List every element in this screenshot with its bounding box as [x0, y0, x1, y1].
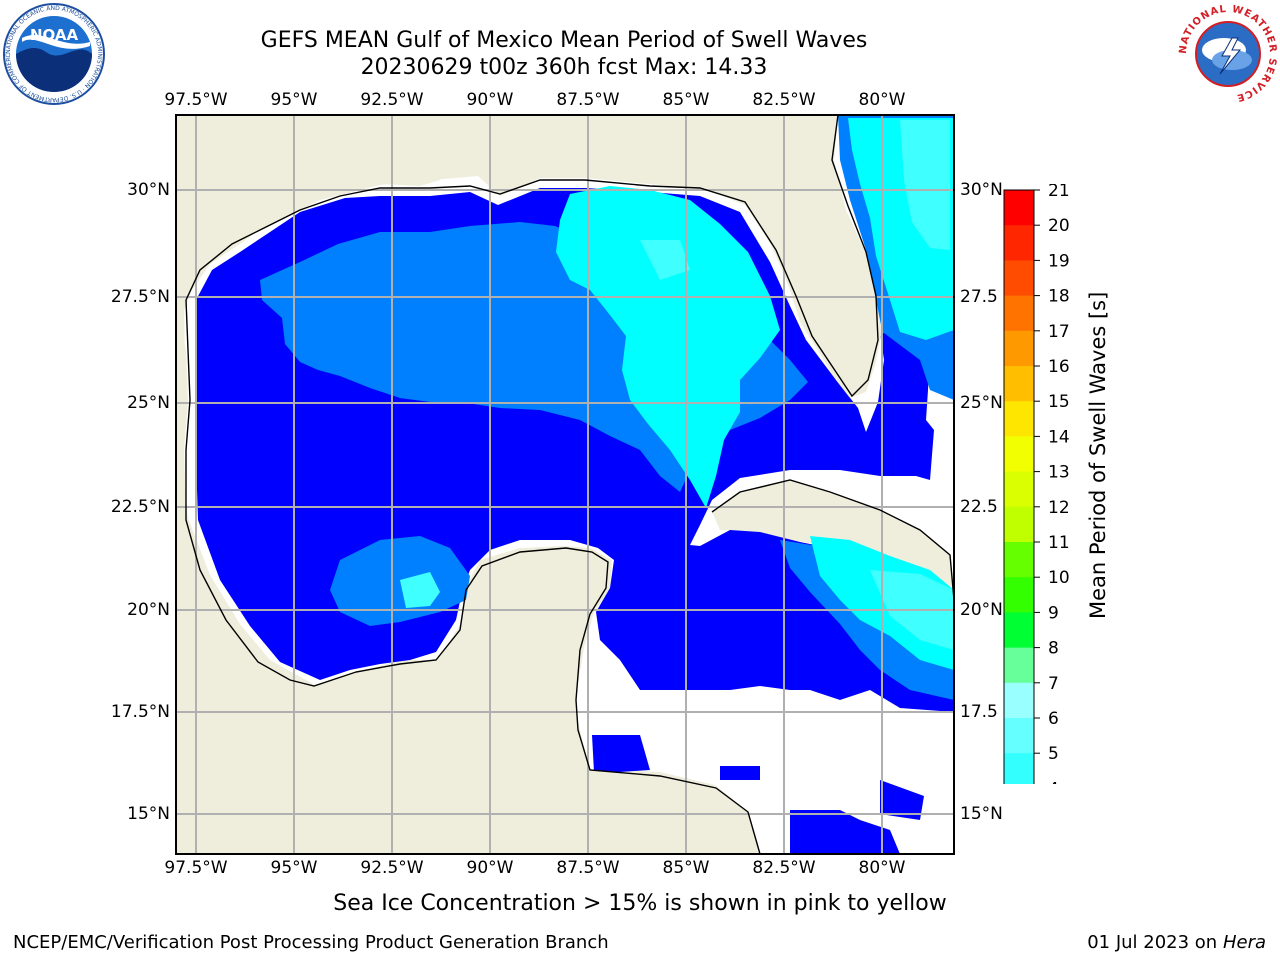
lat-label-right: 15°N [960, 804, 1003, 824]
map-gridlines [176, 115, 954, 854]
colorbar-segment [1004, 436, 1034, 473]
date-text: 01 Jul 2023 on [1087, 932, 1223, 953]
colorbar-segment [1004, 366, 1034, 402]
colorbar-segment [1004, 682, 1034, 719]
colorbar-segment [1004, 295, 1034, 332]
colorbar-label: 5 [1048, 744, 1059, 764]
credit-text: NCEP/EMC/Verification Post Processing Pr… [13, 932, 609, 953]
colorbar-segment [1004, 190, 1034, 226]
lat-label-right: 20°N [960, 600, 1003, 620]
sea-ice-note: Sea Ice Concentration > 15% is shown in … [333, 891, 947, 916]
lon-label-top: 95°W [270, 90, 318, 110]
lon-label-top: 85°W [662, 90, 710, 110]
coastlines [185, 115, 954, 854]
colorbar-label: 15 [1048, 392, 1070, 412]
swell-zone-2-4-south [592, 735, 650, 772]
lat-label-left: 20°N [127, 600, 170, 620]
swell-zone-8-10 [640, 120, 954, 650]
colorbar-segment [1004, 718, 1034, 754]
colorbar: 21201918171615141312111098765432 [1003, 184, 1070, 784]
lat-label-left: 15°N [127, 804, 170, 824]
colorbar-segment [1004, 506, 1034, 543]
swell-zone-6-8-patch [400, 572, 440, 608]
colorbar-label: 14 [1048, 427, 1070, 447]
colorbar-label: 20 [1048, 216, 1070, 236]
colorbar-label: 21 [1048, 184, 1070, 201]
lat-label-left: 27.5°N [110, 287, 170, 307]
date-stamp: 01 Jul 2023 on Hera [1087, 932, 1266, 953]
lon-label-bottom: 82.5°W [752, 858, 816, 878]
colorbar-label: 8 [1048, 639, 1059, 659]
colorbar-segment [1004, 471, 1034, 508]
chart-title: GEFS MEAN Gulf of Mexico Mean Period of … [260, 28, 868, 53]
colorbar-label: 10 [1048, 568, 1070, 588]
colorbar-label: 18 [1048, 287, 1070, 307]
lon-label-bottom: 80°W [858, 858, 906, 878]
lon-label-top: 90°W [466, 90, 514, 110]
swell-zone-4-6-west [330, 536, 470, 626]
colorbar-label: 4 [1048, 779, 1059, 784]
lat-label-right: 27.5 [960, 287, 998, 307]
lon-label-top: 80°W [858, 90, 906, 110]
colorbar-segment [1004, 647, 1034, 684]
noaa-logo-text: NOAA [30, 26, 79, 44]
colorbar-segment [1004, 260, 1034, 297]
colorbar-label: 16 [1048, 357, 1070, 377]
lat-label-left: 25°N [127, 393, 170, 413]
colorbar-label: 13 [1048, 463, 1070, 483]
florida-land [430, 115, 882, 398]
colorbar-segment [1004, 542, 1034, 578]
lon-label-top: 82.5°W [752, 90, 816, 110]
lat-label-right: 22.5 [960, 497, 998, 517]
noaa-logo: NOAA NATIONAL OCEANIC AND ATMOSPHERIC AD… [2, 2, 105, 105]
colorbar-label: 7 [1048, 674, 1059, 694]
colorbar-title: Mean Period of Swell Waves [s] [1086, 291, 1110, 619]
colorbar-frame [1003, 189, 1035, 784]
machine-name: Hera [1222, 932, 1266, 953]
lat-label-left: 17.5°N [110, 702, 170, 722]
colorbar-segment [1004, 330, 1034, 367]
lat-label-right: 30°N [960, 180, 1003, 200]
colorbar-label: 9 [1048, 603, 1059, 623]
mexico-land [176, 320, 760, 854]
map-frame [175, 114, 955, 855]
colorbar-segment [1004, 753, 1034, 784]
lon-label-bottom: 92.5°W [360, 858, 424, 878]
lat-label-right: 25°N [960, 393, 1003, 413]
lon-label-top: 97.5°W [164, 90, 228, 110]
nws-logo: NATIONAL WEATHER SERVICE [1178, 4, 1278, 104]
lat-label-left: 22.5°N [110, 497, 170, 517]
lon-label-bottom: 87.5°W [556, 858, 620, 878]
swell-zone-2-4-se [720, 766, 924, 854]
lon-label-bottom: 97.5°W [164, 858, 228, 878]
lat-label-right: 17.5 [960, 702, 998, 722]
us-land-west [176, 115, 440, 320]
lon-label-top: 87.5°W [556, 90, 620, 110]
lon-label-bottom: 90°W [466, 858, 514, 878]
colorbar-label: 19 [1048, 251, 1070, 271]
colorbar-label: 6 [1048, 709, 1059, 729]
lon-label-bottom: 85°W [662, 858, 710, 878]
swell-zone-6-8 [556, 186, 780, 508]
colorbar-segment [1004, 577, 1034, 613]
lon-label-bottom: 95°W [270, 858, 318, 878]
colorbar-segment [1004, 612, 1034, 649]
lat-label-left: 30°N [127, 180, 170, 200]
colorbar-segment [1004, 225, 1034, 261]
colorbar-label: 11 [1048, 533, 1070, 553]
colorbar-label: 12 [1048, 498, 1070, 518]
lon-label-top: 92.5°W [360, 90, 424, 110]
colorbar-label: 17 [1048, 322, 1070, 342]
colorbar-segment [1004, 401, 1034, 437]
chart-subtitle: 20230629 t00z 360h fcst Max: 14.33 [360, 55, 768, 80]
